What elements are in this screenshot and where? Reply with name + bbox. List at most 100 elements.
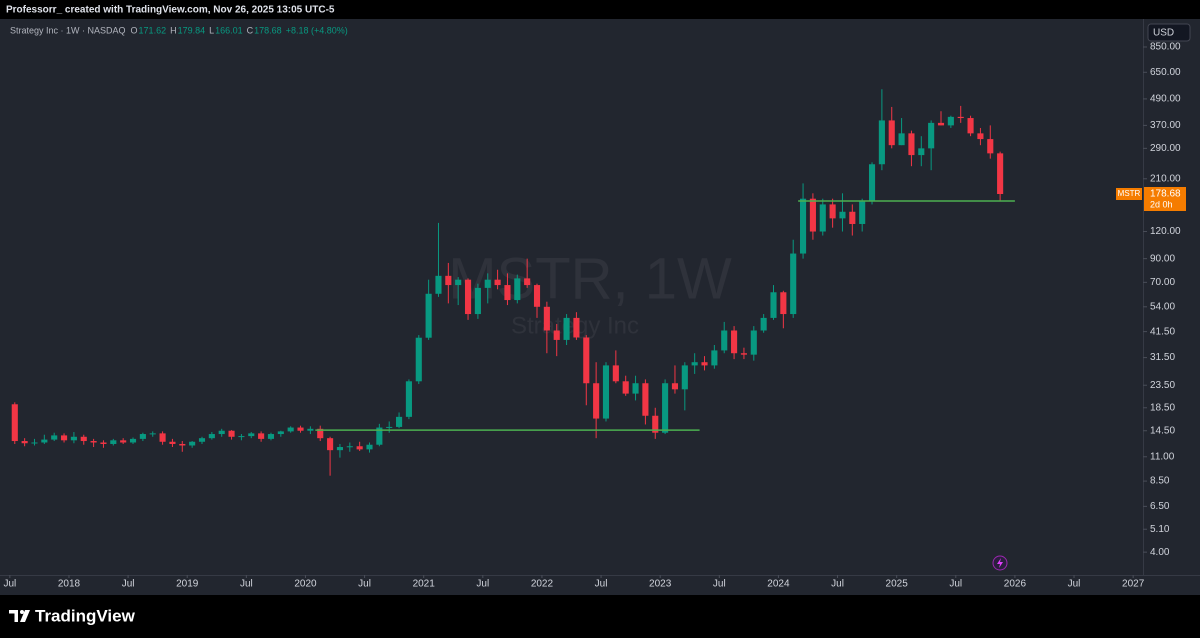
y-tick-label: 650.00 [1150, 67, 1181, 78]
candle-body [593, 383, 600, 419]
candle-body [435, 275, 442, 294]
legend-ohlc-label: C [247, 25, 254, 35]
y-tick-label: 120.00 [1150, 226, 1181, 237]
x-tick-label: Jul [949, 579, 962, 590]
candle-body [70, 436, 77, 441]
candle-body [809, 198, 816, 232]
x-tick-label: 2018 [58, 579, 81, 590]
candle-body [868, 164, 876, 202]
x-tick-label: Jul [122, 579, 135, 590]
candle-body [622, 381, 629, 394]
candle-body [297, 427, 304, 431]
legend-ohlc-value: 179.84 [178, 25, 206, 35]
candle-body [267, 434, 275, 439]
candle-body [642, 383, 649, 416]
y-tick-label: 290.00 [1150, 143, 1181, 154]
y-tick-label: 850.00 [1150, 42, 1181, 53]
legend-symbol: Strategy Inc · 1W · NASDAQ [10, 25, 126, 35]
candle-body [770, 292, 777, 318]
flash-icon[interactable] [992, 555, 1008, 571]
candle-body [543, 306, 550, 331]
candle-body [60, 435, 68, 441]
logo-part [14, 610, 18, 622]
candle-body [819, 204, 826, 232]
currency-label[interactable]: USD [1153, 28, 1174, 39]
header: Professorr_ created with TradingView.com… [6, 5, 335, 16]
candle-body [573, 317, 580, 338]
candle-body [681, 365, 688, 390]
y-tick-label: 54.00 [1150, 301, 1175, 312]
legend-ohlc-label: L [209, 25, 214, 35]
brand-logo [9, 610, 30, 622]
x-tick-label: Jul [240, 579, 253, 590]
chart-panel [0, 19, 1200, 595]
legend-change: +8.18 (+4.80%) [286, 25, 348, 35]
candle-body [11, 404, 18, 442]
candle-body [208, 434, 215, 439]
price-tag-box [1144, 187, 1186, 212]
candle-body [346, 446, 353, 448]
candle-body [957, 116, 964, 119]
candle-body [691, 362, 698, 366]
x-tick-label: Jul [831, 579, 844, 590]
candle-body [474, 287, 481, 315]
x-tick-label: Jul [1068, 579, 1081, 590]
currency-button[interactable] [1147, 23, 1191, 42]
legend-ohlc-label: H [170, 25, 177, 35]
candle-body [671, 383, 679, 390]
candle-body [888, 120, 895, 146]
candle-body [839, 211, 846, 219]
x-tick-label: 2027 [1122, 579, 1145, 590]
candle-body [396, 416, 403, 427]
y-tick-label: 31.50 [1150, 352, 1175, 363]
x-tick-label: 2022 [531, 579, 554, 590]
y-tick-label: 14.50 [1150, 425, 1175, 436]
y-tick-label: 11.00 [1150, 451, 1175, 462]
candle-body [307, 428, 314, 431]
watermark-title: MSTR, 1W [448, 246, 732, 311]
price-tag-countdown: 2d 0h [1150, 199, 1173, 209]
y-tick-label: 6.50 [1150, 501, 1170, 512]
x-tick-label: 2026 [1004, 579, 1027, 590]
candle-body [740, 353, 747, 355]
candle-body [800, 198, 807, 254]
y-tick-label: 8.50 [1150, 476, 1170, 487]
candle-body [415, 337, 422, 382]
candle-body [218, 430, 225, 435]
flash-bolt[interactable] [997, 558, 1003, 568]
candle-body [169, 441, 176, 444]
x-tick-label: Jul [358, 579, 371, 590]
candle-body [514, 278, 521, 301]
candle-body [878, 120, 885, 165]
candle-body [928, 122, 935, 149]
candle-body [662, 383, 669, 433]
price-tag-value: 178.68 [1150, 189, 1181, 200]
candle-body [790, 253, 797, 315]
candle-body [41, 439, 48, 443]
candle-body [849, 211, 856, 224]
candle-body [997, 153, 1004, 195]
candle-body [721, 330, 728, 351]
candle-body [327, 438, 334, 451]
candle-body [198, 438, 206, 442]
candle-body [918, 148, 925, 156]
x-tick-label: 2020 [294, 579, 317, 590]
candle-body [90, 441, 97, 443]
y-tick-label: 210.00 [1150, 173, 1181, 184]
logo-part [9, 610, 18, 614]
candle-body [80, 436, 87, 442]
x-tick-label: Jul [476, 579, 489, 590]
candle-body [445, 275, 452, 286]
candle-body [356, 446, 363, 450]
candle-body [317, 428, 324, 439]
y-tick-label: 5.10 [1150, 524, 1170, 535]
price-tag-symbol: MSTR [1118, 189, 1141, 198]
y-tick-label: 370.00 [1150, 120, 1181, 131]
candle-body [612, 365, 619, 382]
candle-body [908, 133, 915, 156]
legend-ohlc-label: O [131, 25, 138, 35]
candle-body [120, 440, 127, 443]
y-tick-label: 70.00 [1150, 277, 1175, 288]
